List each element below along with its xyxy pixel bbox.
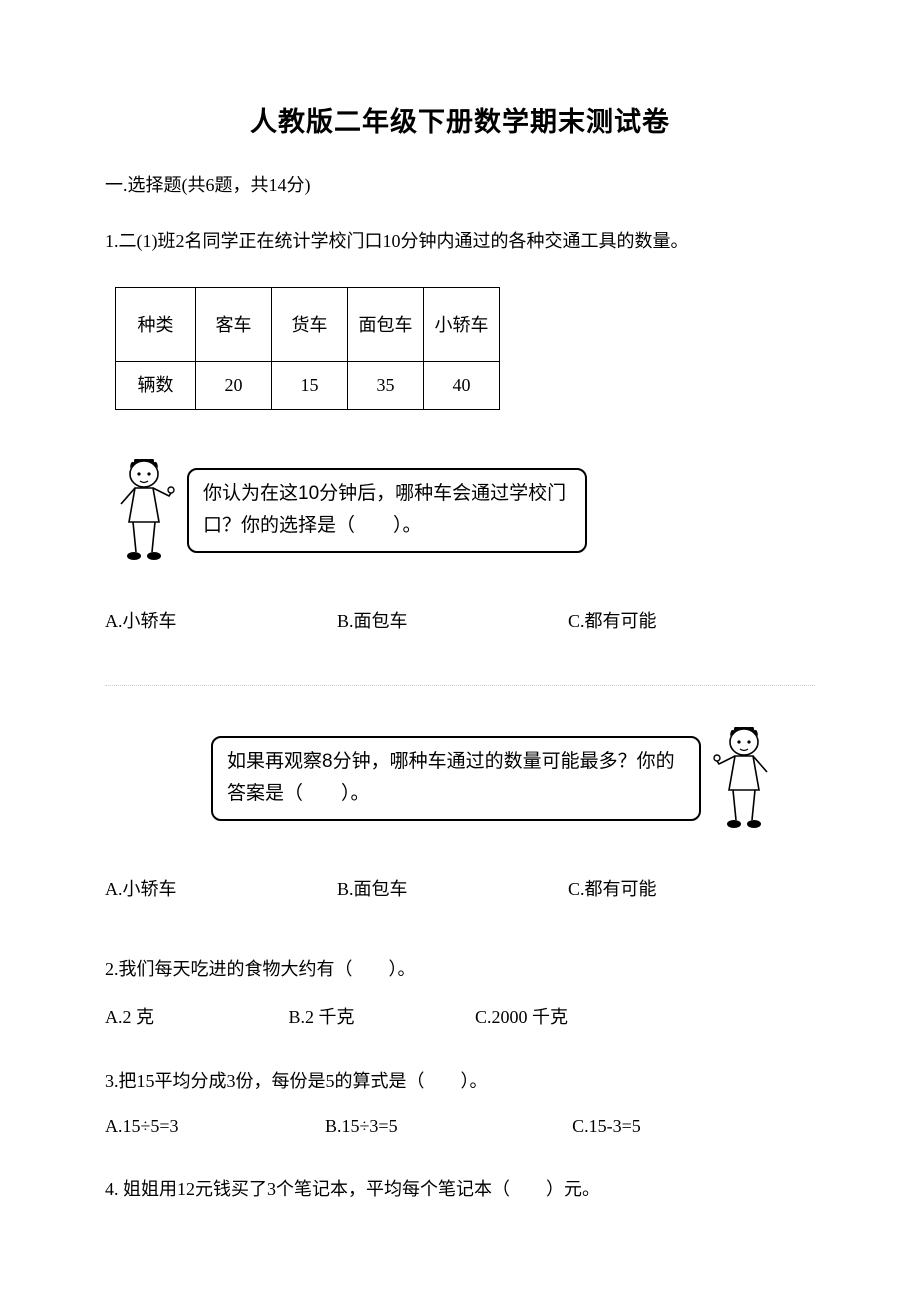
table-cell: 种类 bbox=[116, 288, 196, 362]
option-c: C.都有可能 bbox=[568, 875, 657, 901]
speech-bubble-2: 如果再观察8分钟，哪种车通过的数量可能最多？你的答案是（ ）。 bbox=[211, 736, 701, 821]
q2-options: A.2 克 B.2 千克 C.2000 千克 bbox=[105, 1003, 815, 1029]
table-cell: 15 bbox=[272, 362, 348, 410]
q1-prompt: 1.二(1)班2名同学正在统计学校门口10分钟内通过的各种交通工具的数量。 bbox=[105, 225, 815, 257]
q3-prompt: 3.把15平均分成3份，每份是5的算式是（ ）。 bbox=[105, 1065, 815, 1097]
speech-bubble-1: 你认为在这10分钟后，哪种车会通过学校门口？你的选择是（ ）。 bbox=[187, 468, 587, 553]
table-cell: 货车 bbox=[272, 288, 348, 362]
option-b: B.2 千克 bbox=[289, 1003, 355, 1029]
option-a: A.2 克 bbox=[105, 1003, 154, 1029]
q2-prompt: 2.我们每天吃进的食物大约有（ ）。 bbox=[105, 953, 815, 985]
table-cell: 小轿车 bbox=[424, 288, 500, 362]
table-cell: 20 bbox=[196, 362, 272, 410]
section-1-header: 一.选择题(共6题，共14分) bbox=[105, 171, 815, 197]
option-a: A.15÷5=3 bbox=[105, 1116, 179, 1137]
table-cell: 35 bbox=[348, 362, 424, 410]
option-a: A.小轿车 bbox=[105, 607, 177, 633]
q3-options: A.15÷5=3 B.15÷3=5 C.15-3=5 bbox=[105, 1116, 815, 1137]
option-c: C.都有可能 bbox=[568, 607, 657, 633]
boy-left-icon bbox=[113, 452, 179, 569]
q1-options-2: A.小轿车 B.面包车 C.都有可能 bbox=[105, 875, 815, 901]
option-b: B.15÷3=5 bbox=[325, 1116, 398, 1137]
q1-figure-1: 你认为在这10分钟后，哪种车会通过学校门口？你的选择是（ ）。 bbox=[113, 452, 815, 569]
option-c: C.15-3=5 bbox=[572, 1116, 641, 1137]
q4-prompt: 4. 姐姐用12元钱买了3个笔记本，平均每个笔记本（ ）元。 bbox=[105, 1173, 815, 1205]
table-cell: 40 bbox=[424, 362, 500, 410]
table-cell: 面包车 bbox=[348, 288, 424, 362]
option-b: B.面包车 bbox=[337, 875, 408, 901]
option-b: B.面包车 bbox=[337, 607, 408, 633]
table-cell: 辆数 bbox=[116, 362, 196, 410]
divider bbox=[105, 685, 815, 686]
q1-table: 种类 客车 货车 面包车 小轿车 辆数 20 15 35 40 bbox=[115, 287, 500, 410]
q1-figure-2: 如果再观察8分钟，哪种车通过的数量可能最多？你的答案是（ ）。 bbox=[105, 720, 775, 837]
table-cell: 客车 bbox=[196, 288, 272, 362]
exam-title: 人教版二年级下册数学期末测试卷 bbox=[105, 100, 815, 139]
option-a: A.小轿车 bbox=[105, 875, 177, 901]
option-c: C.2000 千克 bbox=[475, 1003, 568, 1029]
boy-right-icon bbox=[709, 720, 775, 837]
q1-options-1: A.小轿车 B.面包车 C.都有可能 bbox=[105, 607, 815, 633]
